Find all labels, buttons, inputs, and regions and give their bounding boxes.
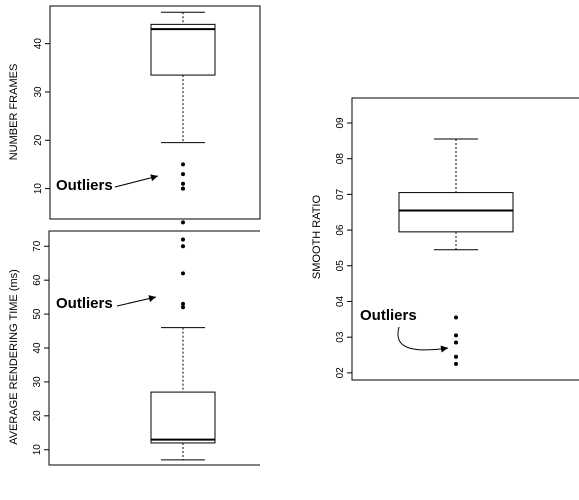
y-tick-label: 40 bbox=[32, 342, 43, 354]
outlier-point bbox=[454, 361, 458, 366]
annotation-arrow bbox=[114, 175, 159, 188]
outlier-point bbox=[181, 244, 185, 249]
outlier-point bbox=[181, 271, 185, 276]
y-tick-label: 40 bbox=[33, 38, 44, 50]
outlier-point bbox=[181, 305, 185, 310]
outlier-point bbox=[181, 237, 185, 242]
iqr-box bbox=[150, 23, 216, 76]
y-tick-label: 10 bbox=[33, 183, 44, 195]
y-tick-label: 50 bbox=[32, 308, 43, 320]
y-tick-label: 20 bbox=[33, 134, 44, 146]
annotation-arrowhead bbox=[148, 295, 156, 302]
outlier-point bbox=[454, 340, 458, 345]
outlier-point bbox=[181, 162, 185, 167]
annotation-arrow bbox=[397, 326, 449, 351]
y-tick-label: 30 bbox=[33, 86, 44, 98]
outlier-point bbox=[181, 181, 185, 186]
iqr-box bbox=[150, 391, 216, 444]
outlier-point bbox=[454, 315, 458, 320]
outlier-point bbox=[181, 220, 185, 225]
y-tick-label: 60 bbox=[32, 274, 43, 286]
y-tick-label: 08 bbox=[335, 153, 346, 165]
annotation-arrowhead bbox=[440, 345, 448, 353]
outliers-annotation: Outliers bbox=[56, 177, 113, 194]
outlier-point bbox=[181, 301, 185, 306]
y-axis-label: NUMBER FRAMES bbox=[8, 64, 20, 161]
y-tick-label: 03 bbox=[335, 331, 346, 343]
outlier-point bbox=[181, 186, 185, 191]
y-tick-label: 06 bbox=[335, 224, 346, 236]
iqr-box bbox=[398, 192, 514, 233]
y-axis-label: AVERAGE RENDERING TIME (ms) bbox=[8, 269, 20, 445]
y-tick-label: 02 bbox=[335, 367, 346, 379]
plot-frame bbox=[49, 5, 261, 220]
y-tick-label: 04 bbox=[335, 295, 346, 307]
outlier-point bbox=[454, 333, 458, 338]
plot-frame bbox=[351, 97, 579, 381]
outliers-annotation: Outliers bbox=[360, 307, 417, 324]
y-tick-label: 10 bbox=[32, 444, 43, 456]
outliers-annotation: Outliers bbox=[56, 295, 113, 312]
y-tick-label: 05 bbox=[335, 260, 346, 272]
y-tick-label: 20 bbox=[32, 410, 43, 422]
y-tick-label: 09 bbox=[335, 117, 346, 129]
outlier-point bbox=[181, 172, 185, 177]
y-axis-label: SMOOTH RATIO bbox=[311, 194, 323, 279]
y-tick-label: 70 bbox=[32, 240, 43, 252]
outlier-point bbox=[454, 354, 458, 359]
annotation-arrowhead bbox=[150, 174, 158, 182]
y-tick-label: 07 bbox=[335, 188, 346, 200]
y-tick-label: 30 bbox=[32, 376, 43, 388]
